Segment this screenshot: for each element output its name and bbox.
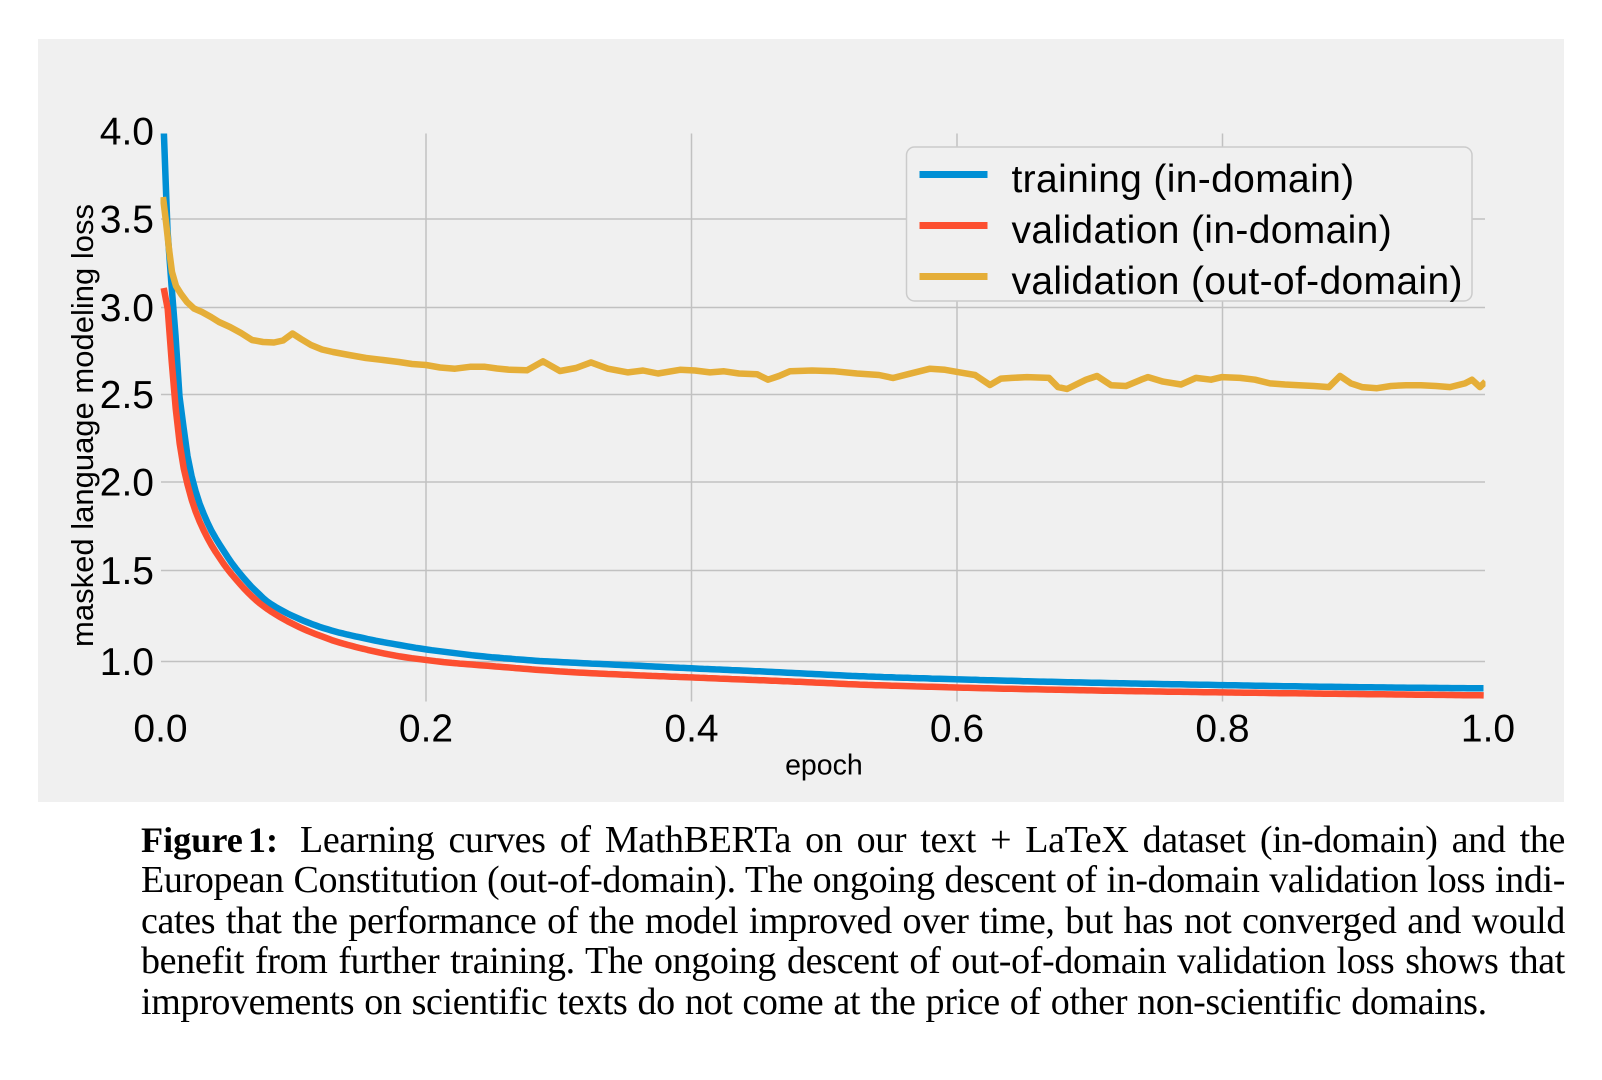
svg-text:2.5: 2.5	[100, 374, 154, 417]
svg-text:0.6: 0.6	[930, 708, 984, 751]
svg-text:validation (in-domain): validation (in-domain)	[1012, 209, 1393, 252]
svg-text:3.5: 3.5	[100, 199, 154, 242]
svg-text:4.0: 4.0	[100, 111, 154, 154]
svg-text:0.2: 0.2	[399, 708, 453, 751]
svg-text:validation (out-of-domain): validation (out-of-domain)	[1012, 260, 1463, 303]
svg-text:0.0: 0.0	[133, 708, 187, 751]
svg-text:0.8: 0.8	[1195, 708, 1249, 751]
svg-text:1.0: 1.0	[1461, 708, 1515, 751]
svg-text:1.5: 1.5	[100, 550, 154, 593]
svg-text:epoch: epoch	[785, 750, 863, 782]
svg-text:1.0: 1.0	[100, 641, 154, 684]
svg-text:masked language modeling loss: masked language modeling loss	[65, 204, 100, 647]
svg-text:training (in-domain): training (in-domain)	[1012, 158, 1355, 201]
svg-text:2.0: 2.0	[100, 462, 154, 505]
svg-text:0.4: 0.4	[664, 708, 718, 751]
svg-text:3.0: 3.0	[100, 287, 154, 330]
